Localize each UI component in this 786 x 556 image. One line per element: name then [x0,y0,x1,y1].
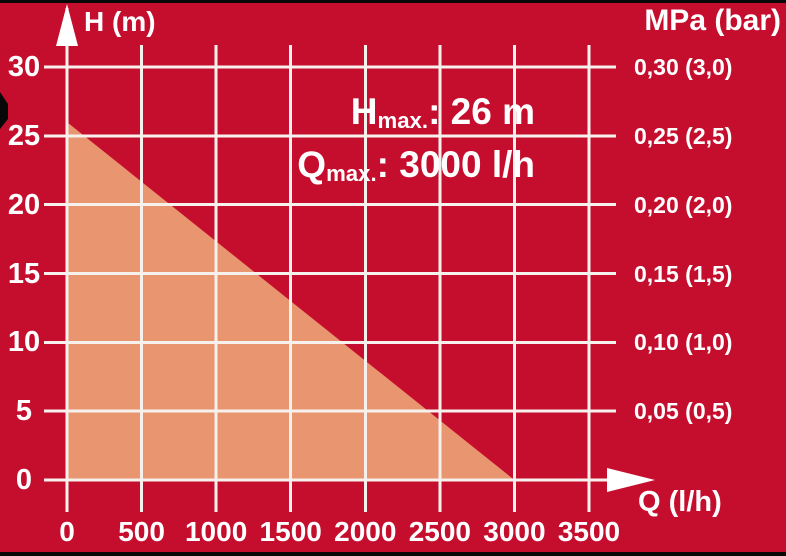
q-max-annotation: Qmax.: 3000 l/h [150,143,535,196]
x-tick-label: 3500 [557,516,621,547]
y-tick-label: 5 [15,395,33,428]
right-tick-label: 0,30 (3,0) [634,54,733,80]
x-tick-label: 3000 [483,516,546,547]
x-tick-label: 500 [118,516,165,547]
y-tick-label: 0 [15,464,33,496]
right-tick-label: 0,15 (1,5) [634,260,733,287]
x-tick-label: 1000 [184,516,248,547]
y-tick-label: 30 [7,51,41,83]
y-tick-label: 25 [7,119,41,152]
x-tick-label: 2500 [408,516,471,547]
h-max-annotation: Hmax.: 26 m [150,90,535,143]
q-max-subscript: max. [326,160,377,186]
right-tick-label: 0,25 (2,5) [634,122,733,149]
max-values-annotation: Hmax.: 26 m Qmax.: 3000 l/h [150,90,535,196]
top-border [0,0,786,3]
right-axis-title: MPa (bar) [644,4,781,37]
x-tick-label: 0 [59,516,75,547]
h-max-value: : 26 m [428,91,535,132]
y-tick-label: 15 [7,257,41,290]
y-tick-label: 20 [7,188,41,221]
h-max-subscript: max. [377,107,429,133]
right-tick-label: 0,05 (0,5) [634,398,733,425]
q-max-value: : 3000 l/h [376,143,535,185]
left-edge-notch [0,92,8,129]
bottom-border [0,552,786,556]
y-axis-title: H (m) [84,6,156,37]
x-tick-label: 1500 [259,516,322,547]
y-tick-label: 10 [7,326,41,359]
x-axis-arrowhead-icon [607,468,655,492]
x-axis-title: Q (l/h) [638,486,722,518]
x-tick-label: 2000 [334,516,397,547]
q-max-symbol: Q [297,143,327,185]
y-axis-arrowhead-icon [56,4,78,46]
chart-area-fill [67,122,515,480]
h-max-symbol: H [350,91,378,132]
right-tick-label: 0,10 (1,0) [634,329,733,356]
right-tick-label: 0,20 (2,0) [634,191,733,218]
